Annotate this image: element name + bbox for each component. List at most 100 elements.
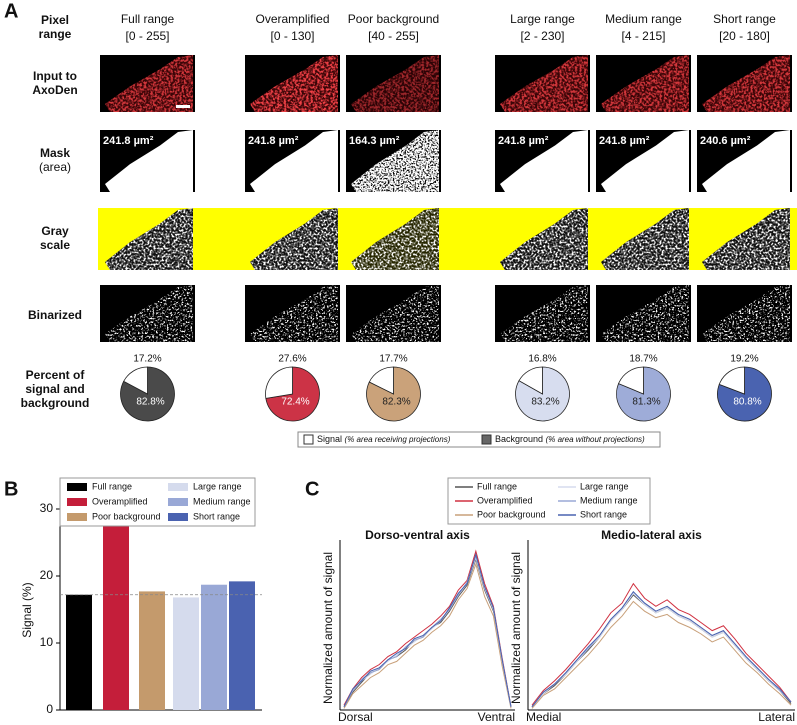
row-label: background	[21, 396, 90, 410]
input-signal	[500, 55, 588, 112]
column-range: [2 - 230]	[520, 29, 564, 43]
binarized-signal	[250, 285, 338, 342]
y-axis-label: Normalized amount of signal	[321, 552, 335, 704]
column-range: [0 - 255]	[125, 29, 169, 43]
pie-signal-label: 19.2%	[730, 354, 758, 365]
y-tick-label: 20	[40, 568, 54, 582]
mask-area	[500, 130, 588, 192]
series-line	[531, 582, 792, 706]
series-line	[531, 594, 792, 708]
y-tick-label: 10	[40, 635, 54, 649]
legend-label: Poor background	[92, 511, 161, 521]
pie-background-label: 83.2%	[531, 397, 559, 408]
pie-signal	[718, 366, 745, 395]
row-label: Pixel	[41, 13, 69, 27]
row-label: range	[39, 27, 72, 41]
series-line	[343, 557, 512, 708]
column-range: [20 - 180]	[719, 29, 770, 43]
mask-area-label: 240.6 µm²	[700, 135, 751, 147]
pie-background-label: 80.8%	[733, 397, 761, 408]
row-label: AxoDen	[32, 83, 77, 97]
panel-label: C	[305, 478, 319, 500]
legend-swatch	[67, 513, 87, 521]
mask-area	[105, 130, 193, 192]
row-label: (area)	[39, 160, 71, 174]
scale-bar	[176, 105, 190, 108]
pie-signal	[518, 366, 543, 395]
legend-label: Poor background	[477, 509, 546, 519]
column-header: Large range	[510, 12, 575, 26]
mask-area	[702, 130, 790, 192]
legend-label: Large range	[193, 481, 242, 491]
signal-legend-note: (% area receiving projections)	[345, 435, 451, 444]
mask-area	[601, 130, 689, 192]
column-range: [40 - 255]	[368, 29, 419, 43]
legend-swatch	[168, 498, 188, 506]
y-axis-label: Signal (%)	[20, 582, 34, 637]
pie-background-label: 72.4%	[281, 397, 309, 408]
signal-swatch	[303, 434, 314, 445]
y-tick-label: 0	[46, 702, 53, 716]
panel-label: B	[4, 478, 18, 500]
mask-area-label: 241.8 µm²	[248, 135, 299, 147]
gray-signal	[250, 208, 338, 270]
row-label: Binarized	[28, 308, 82, 322]
row-label: signal and	[25, 382, 84, 396]
chart-title: Dorso-ventral axis	[365, 528, 470, 542]
signal-legend-label: Signal	[317, 434, 342, 444]
row-label: Percent of	[26, 368, 86, 382]
pie-signal-label: 16.8%	[528, 354, 556, 365]
binarized-signal	[500, 285, 588, 342]
y-axis-label: Normalized amount of signal	[509, 552, 523, 704]
legend-label: Full range	[92, 481, 132, 491]
row-label: scale	[40, 238, 70, 252]
series-line	[343, 549, 512, 707]
legend-label: Short range	[580, 509, 627, 519]
mask-area-label: 164.3 µm²	[349, 135, 400, 147]
mask-holes	[351, 130, 439, 192]
legend-label: Large range	[580, 481, 629, 491]
row-label: Input to	[33, 69, 77, 83]
series-line	[343, 562, 512, 709]
y-tick-label: 30	[40, 501, 54, 515]
input-signal	[601, 55, 689, 112]
gray-signal	[702, 208, 790, 270]
mask-area-label: 241.8 µm²	[103, 135, 154, 147]
pie-signal	[368, 366, 394, 395]
x-start-label: Medial	[526, 710, 561, 724]
legend-label: Full range	[477, 481, 517, 491]
binarized-signal	[105, 285, 193, 342]
pie-signal-label: 27.6%	[278, 354, 306, 365]
background-swatch	[481, 434, 492, 445]
pie-signal	[265, 366, 293, 399]
gray-signal	[500, 208, 588, 270]
row-label: Mask	[40, 146, 70, 160]
x-start-label: Dorsal	[338, 710, 373, 724]
column-range: [0 - 130]	[270, 29, 314, 43]
bar	[66, 594, 92, 710]
input-signal	[351, 55, 439, 112]
bar	[139, 591, 165, 710]
bar	[103, 525, 129, 710]
background-legend-label: Background	[495, 434, 543, 444]
binarized-signal	[351, 285, 439, 342]
column-header: Overamplified	[255, 12, 329, 26]
legend-swatch	[67, 483, 87, 491]
bar	[229, 581, 255, 710]
legend-label: Medium range	[580, 495, 638, 505]
legend-swatch	[67, 498, 87, 506]
legend-swatch	[168, 483, 188, 491]
input-signal	[702, 55, 790, 112]
legend-box	[447, 477, 651, 525]
binarized-signal	[702, 285, 790, 342]
gray-band	[98, 208, 797, 270]
column-header: Full range	[121, 12, 175, 26]
panel-label: A	[4, 0, 18, 22]
signal-legend: Signal (% area receiving projections)	[317, 434, 451, 444]
gray-signal	[351, 208, 439, 270]
pie-signal-label: 17.2%	[133, 354, 161, 365]
input-signal	[250, 55, 338, 112]
background-legend: Background (% area without projections)	[495, 434, 645, 444]
legend-label: Short range	[193, 511, 240, 521]
